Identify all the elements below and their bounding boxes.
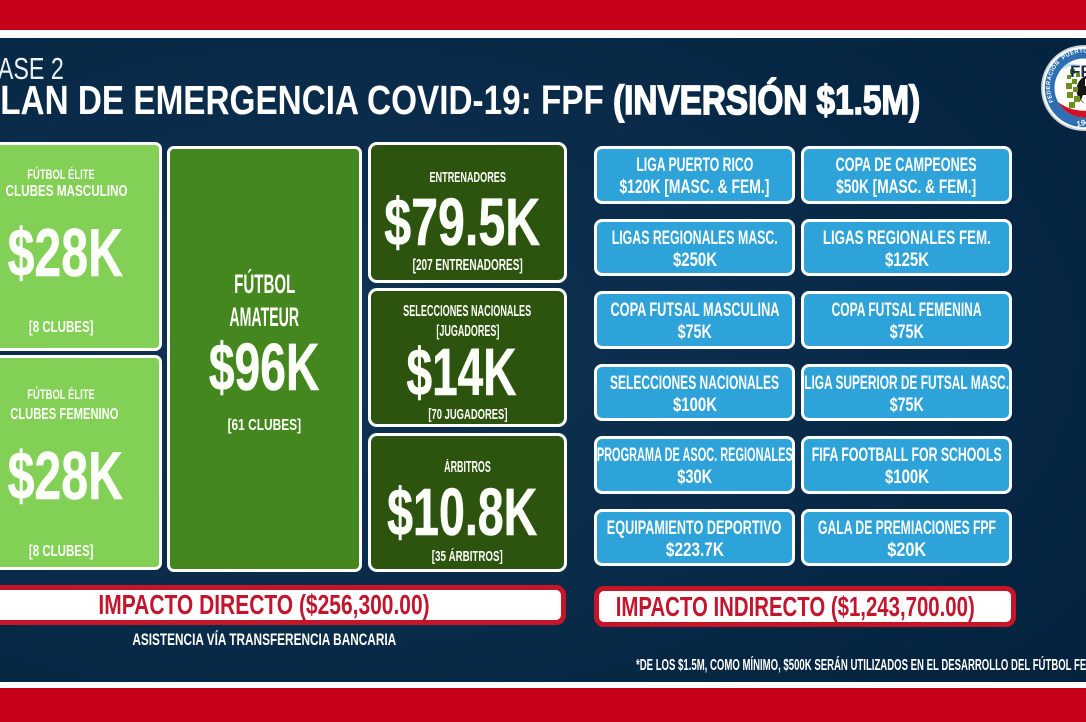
svg-text:1940: 1940	[1075, 116, 1086, 129]
svg-text:FPF: FPF	[1070, 62, 1086, 81]
